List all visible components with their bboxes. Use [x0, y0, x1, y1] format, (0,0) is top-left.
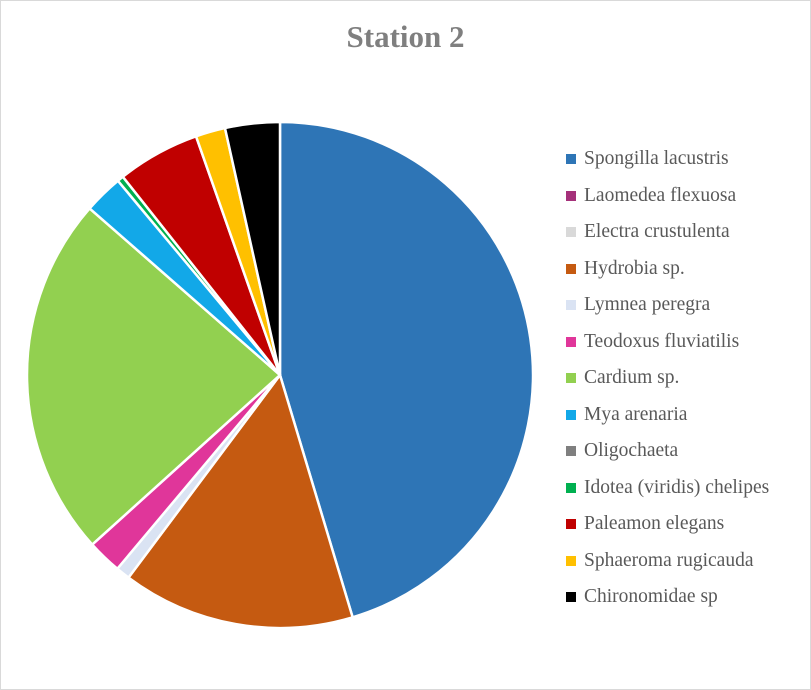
- legend-item: Oligochaeta: [566, 433, 769, 470]
- legend-swatch: [566, 446, 576, 457]
- pie-slice-12: [223, 120, 282, 377]
- legend-item: Cardium sp.: [566, 360, 769, 397]
- legend-label: Chironomidae sp: [584, 586, 718, 608]
- legend-label: Lymnea peregra: [584, 294, 711, 316]
- legend-label: Sphaeroma rugicauda: [584, 549, 754, 571]
- legend-label: Laomedea flexuosa: [584, 184, 737, 206]
- legend-swatch: [566, 227, 576, 238]
- legend-swatch: [566, 409, 576, 420]
- legend-label: Teodoxus fluviatilis: [584, 330, 740, 352]
- legend-item: Electra crustulenta: [566, 214, 769, 251]
- legend-swatch: [566, 592, 576, 603]
- legend-item: Laomedea flexuosa: [566, 178, 769, 215]
- legend-swatch: [566, 190, 576, 201]
- pie-slice-3: [127, 373, 354, 630]
- legend-item: Lymnea peregra: [566, 287, 769, 324]
- legend-label: Oligochaeta: [584, 440, 679, 462]
- legend-swatch: [566, 300, 576, 311]
- legend-label: Spongilla lacustris: [584, 148, 729, 170]
- legend-item: Idotea (viridis) chelipes: [566, 470, 769, 507]
- legend-label: Electra crustulenta: [584, 221, 730, 243]
- legend-swatch: [566, 555, 576, 566]
- chart-title: Station 2: [346, 19, 465, 54]
- legend: Spongilla lacustris Laomedea flexuosa Elec…: [566, 141, 769, 616]
- pie-slice-0: [278, 120, 535, 619]
- legend-item: Hydrobia sp.: [566, 251, 769, 288]
- legend-label: Cardium sp.: [584, 367, 680, 389]
- legend-item: Chironomidae sp: [566, 579, 769, 616]
- legend-label: Mya arenaria: [584, 403, 688, 425]
- legend-item: Sphaeroma rugicauda: [566, 543, 769, 580]
- legend-swatch: [566, 154, 576, 165]
- legend-label: Hydrobia sp.: [584, 257, 685, 279]
- legend-swatch: [566, 482, 576, 493]
- legend-label: Idotea (viridis) chelipes: [584, 476, 770, 498]
- legend-item: Mya arenaria: [566, 397, 769, 434]
- legend-swatch: [566, 373, 576, 384]
- legend-swatch: [566, 519, 576, 530]
- pie-slice-6: [25, 207, 282, 546]
- legend-swatch: [566, 263, 576, 274]
- legend-item: Teodoxus fluviatilis: [566, 324, 769, 361]
- legend-swatch: [566, 336, 576, 347]
- legend-label: Paleamon elegans: [584, 513, 725, 535]
- legend-item: Paleamon elegans: [566, 506, 769, 543]
- legend-item: Spongilla lacustris: [566, 141, 769, 178]
